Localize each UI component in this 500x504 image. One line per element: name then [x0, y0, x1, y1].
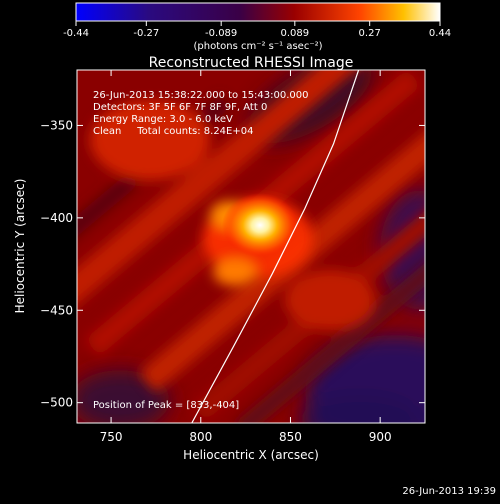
annotation-peak-position: Position of Peak = [833,-404] — [93, 400, 239, 411]
plot-frame — [76, 69, 426, 424]
flare-peak — [222, 193, 298, 258]
x-tick-label: 850 — [279, 430, 302, 444]
colorbar-units-label: (photons cm⁻² s⁻¹ asec⁻²) — [193, 41, 322, 52]
heatmap-image — [77, 70, 425, 423]
y-axis-label: Heliocentric Y (arcsec) — [13, 179, 27, 314]
colorbar — [76, 3, 440, 21]
colorbar-tick-label: 0.27 — [359, 28, 381, 39]
y-axis-ticks: −350 −400 −450 −500 — [40, 118, 425, 410]
colorbar-tick-label: 0.089 — [280, 28, 309, 39]
x-tick-label: 900 — [369, 430, 392, 444]
colorbar-tick-label: -0.44 — [63, 28, 89, 39]
x-axis-label: Heliocentric X (arcsec) — [183, 448, 319, 462]
annotation-detectors: Detectors: 3F 5F 6F 7F 8F 9F, Att 0 — [93, 102, 267, 113]
footer-timestamp: 26-Jun-2013 19:39 — [402, 486, 496, 497]
annotation-clean-counts: Clean Total counts: 8.24E+04 — [93, 126, 253, 137]
x-axis-ticks: 750 800 850 900 — [100, 70, 392, 444]
x-tick-label: 750 — [100, 430, 123, 444]
x-tick-label: 800 — [189, 430, 212, 444]
y-tick-label: −500 — [40, 396, 73, 410]
colorbar-tick-label: 0.44 — [429, 28, 451, 39]
annotation-energy-range: Energy Range: 3.0 - 6.0 keV — [93, 114, 233, 125]
chart-title: Reconstructed RHESSI Image — [149, 55, 354, 71]
colorbar-tick-label: -0.089 — [205, 28, 237, 39]
y-tick-label: −350 — [40, 118, 73, 132]
solar-limb-curve — [191, 70, 360, 423]
y-tick-label: −450 — [40, 303, 73, 317]
colorbar-tick-label: -0.27 — [133, 28, 159, 39]
y-tick-label: −400 — [40, 211, 73, 225]
annotation-time-range: 26-Jun-2013 15:38:22.000 to 15:43:00.000 — [93, 90, 309, 101]
colorbar-ticks: -0.44 -0.27 -0.089 0.089 0.27 0.44 — [63, 21, 451, 39]
